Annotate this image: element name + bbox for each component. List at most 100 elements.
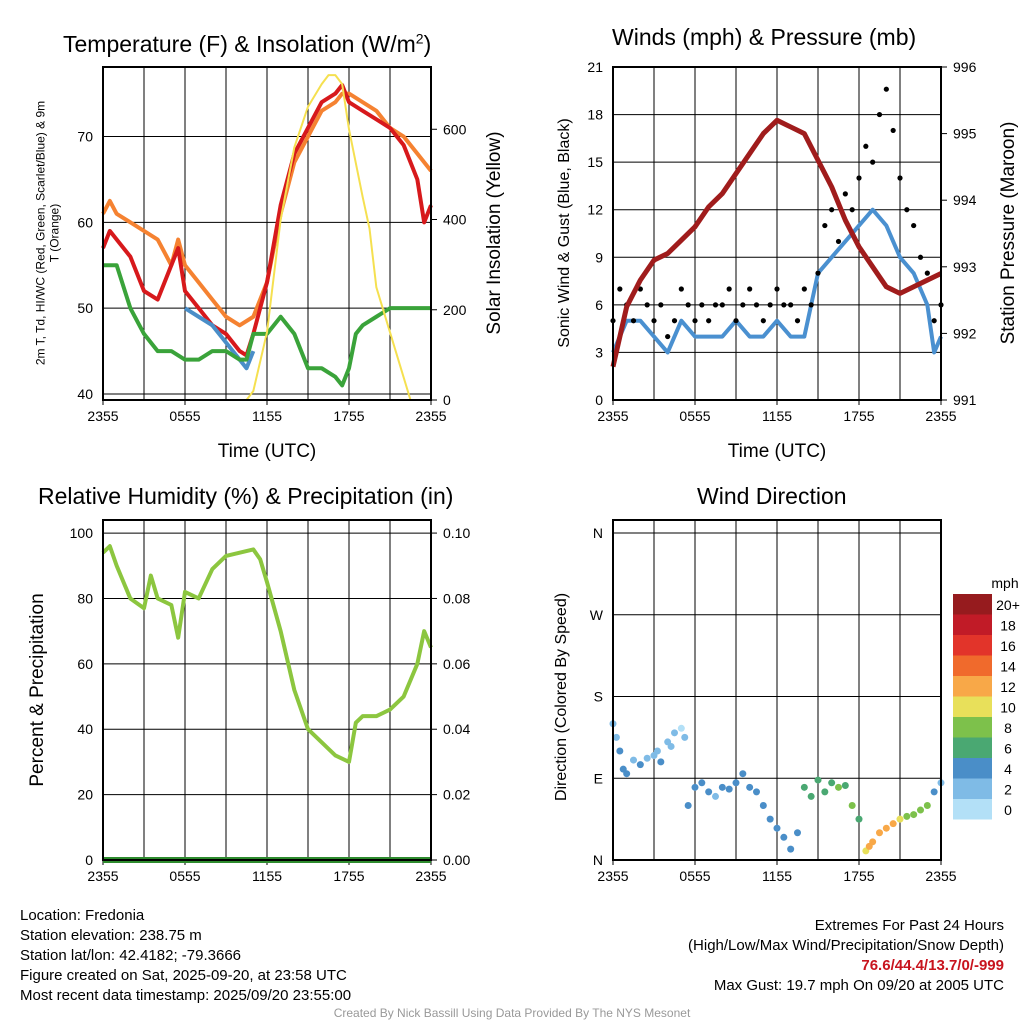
wind-direction-point [677, 724, 685, 732]
wind-direction-point [612, 733, 620, 741]
y-tick-label: W [590, 607, 604, 623]
wind-direction-point [712, 792, 719, 800]
y-tick-label: N [593, 525, 603, 541]
plot-frame [612, 519, 942, 861]
lat-lon: Station lat/lon: 42.4182; -79.3666 [20, 947, 242, 964]
gust-point [767, 302, 773, 308]
x-tick-label: 0555 [679, 868, 710, 884]
gust-point [678, 286, 684, 292]
plot-frame [612, 66, 942, 401]
gust-point [781, 302, 787, 308]
y2-tick-label: 994 [953, 192, 977, 208]
gust-point [658, 302, 664, 308]
wind-direction-point [835, 783, 842, 791]
gust-point [712, 302, 719, 308]
y-tick-label: 100 [70, 525, 94, 541]
wind-direction-point [930, 788, 938, 796]
gust-point [671, 318, 678, 324]
legend-swatch [953, 717, 992, 738]
wind-direction-point [828, 779, 836, 787]
gust-point [665, 333, 671, 340]
wind-direction-point [923, 802, 931, 809]
gust-point [897, 175, 903, 181]
gust-point [740, 302, 746, 308]
gust-point [917, 254, 924, 260]
series-rh [101, 544, 433, 764]
gust-point [706, 318, 712, 324]
gust-point [617, 286, 623, 292]
gust-point [822, 222, 828, 229]
gust-point [835, 238, 842, 245]
gust-point [692, 318, 698, 324]
legend-swatch [953, 655, 992, 676]
plot-frame [102, 66, 432, 401]
legend-label: 2 [1004, 782, 1012, 798]
y2-tick-label: 0.08 [443, 590, 470, 606]
extremes-subtitle: (High/Low/Max Wind/Precipitation/Snow De… [688, 937, 1004, 954]
wind-direction-point [794, 829, 801, 837]
temp-y-axis-label: 2m T, Td, HI/WC (Red, Green, Scarlet/Blu… [33, 100, 62, 366]
y-tick-label: E [594, 770, 603, 786]
wind-direction-point [643, 754, 651, 762]
wind-direction-point [681, 733, 689, 741]
wind-direction-point [616, 747, 624, 755]
gust-point [842, 191, 848, 197]
y-tick-label: 20 [77, 787, 93, 803]
y-tick-label: 40 [77, 721, 93, 737]
gust-point [890, 127, 896, 134]
y2-tick-label: 0 [443, 392, 451, 408]
legend-swatch [953, 635, 992, 656]
gust-point [747, 286, 753, 292]
x-tick-label: 2355 [415, 868, 446, 884]
wind-direction-point [800, 783, 808, 791]
series-2m-t [101, 83, 433, 358]
legend-label: 6 [1004, 741, 1012, 757]
wind-direction-point [753, 788, 760, 796]
legend-label: 18 [1000, 618, 1016, 634]
y2-tick-label: 200 [443, 302, 467, 318]
legend-swatch [953, 696, 992, 717]
rh-y-label: Percent & Precipitation [27, 593, 48, 786]
wind-direction-point [725, 785, 733, 793]
x-tick-label: 1755 [333, 868, 364, 884]
max-gust: Max Gust: 19.7 mph On 09/20 at 2005 UTC [713, 977, 1004, 994]
legend-label: 14 [1000, 659, 1016, 675]
extremes-title: Extremes For Past 24 Hours [814, 917, 1004, 934]
gust-point [788, 302, 794, 308]
gust-point [904, 207, 910, 213]
y-tick-label: 3 [595, 344, 603, 360]
y-tick-label: 6 [595, 297, 603, 313]
gust-point [644, 302, 650, 308]
wind-direction-point [671, 729, 678, 737]
y-tick-label: 40 [77, 386, 93, 402]
wind-direction-point [636, 761, 644, 769]
wind-direction-point [903, 812, 911, 820]
legend-label: 20+ [996, 597, 1020, 613]
wind-direction-point [787, 845, 795, 853]
wind-direction-point [732, 779, 740, 787]
series-hi-wc [183, 306, 256, 371]
wind-direction-point [869, 838, 877, 846]
legend-label: 4 [1004, 761, 1012, 777]
wind-direction-point [630, 756, 637, 764]
winds-y-label: Sonic Wind & Gust (Blue, Black) [556, 118, 573, 347]
x-tick-label: 2355 [87, 408, 118, 424]
gust-point [719, 302, 725, 308]
plot-frame [102, 519, 432, 861]
wind-direction-point [746, 783, 754, 791]
gust-point [726, 286, 732, 292]
x-tick-label: 2355 [925, 868, 956, 884]
y2-tick-label: 991 [953, 392, 977, 408]
gust-point [794, 318, 801, 324]
y-tick-label: 15 [587, 154, 603, 170]
elevation: Station elevation: 238.75 m [20, 927, 202, 944]
gust-point [815, 270, 821, 276]
gust-point [856, 175, 862, 181]
legend-label: 10 [1000, 700, 1016, 716]
x-tick-label: 0555 [169, 868, 200, 884]
x-tick-label: 2355 [597, 408, 628, 424]
wind-direction-point [889, 820, 897, 828]
wind-direction-point [653, 747, 661, 755]
legend-label: 0 [1004, 802, 1012, 818]
